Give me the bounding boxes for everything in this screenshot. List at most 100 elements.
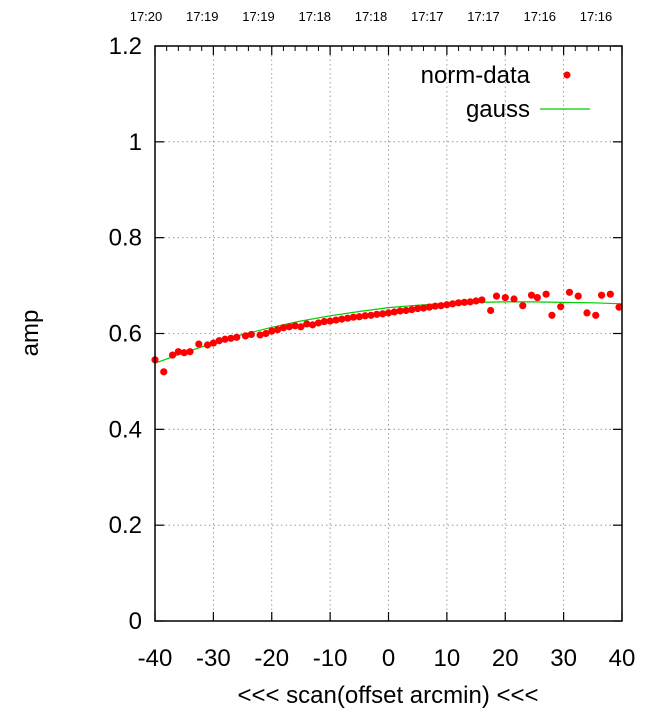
data-point — [256, 331, 264, 339]
y-tick-label: 0.2 — [109, 512, 142, 539]
data-point — [419, 304, 428, 312]
data-point — [472, 297, 480, 305]
y-axis-title: amp — [17, 310, 44, 357]
data-point — [309, 321, 317, 329]
data-point — [195, 340, 203, 348]
data-point — [460, 298, 468, 306]
data-point — [355, 313, 363, 321]
y-tick-label: 1 — [129, 129, 142, 156]
data-point — [326, 317, 334, 325]
grid — [155, 46, 622, 621]
data-point — [174, 348, 182, 356]
data-point — [361, 312, 369, 320]
data-point — [338, 315, 346, 323]
data-point — [548, 311, 556, 319]
data-point — [492, 292, 501, 300]
norm-data-series — [151, 288, 623, 376]
data-point — [402, 306, 410, 315]
data-point — [332, 316, 340, 324]
data-point — [379, 310, 387, 318]
data-point — [203, 341, 212, 349]
legend-marker-norm-data — [563, 71, 571, 79]
top-time-label: 17:20 — [130, 9, 163, 24]
legend: norm-data gauss — [421, 62, 590, 123]
data-point — [414, 304, 422, 313]
data-point — [344, 314, 352, 322]
data-point — [209, 339, 217, 347]
data-point — [285, 323, 293, 331]
top-time-label: 17:16 — [580, 9, 613, 24]
data-point — [606, 290, 614, 298]
data-point — [466, 298, 474, 306]
x-tick-label: 10 — [434, 645, 461, 672]
data-point — [542, 290, 550, 298]
x-tick-label: -40 — [138, 645, 173, 672]
data-point — [533, 293, 541, 302]
data-point — [519, 302, 527, 310]
data-point — [390, 308, 398, 316]
x-tick-label: 20 — [492, 645, 519, 672]
data-point — [215, 337, 223, 345]
x-tick-label: 0 — [382, 645, 395, 672]
y-tick-label: 1.2 — [109, 33, 142, 60]
data-point — [592, 311, 600, 319]
y-tick-label: 0 — [129, 608, 142, 635]
data-point — [574, 292, 582, 300]
top-time-axis: 17:20 17:19 17:19 17:18 17:18 17:17 17:17 17:16… — [130, 9, 613, 24]
top-time-label: 17:19 — [242, 9, 275, 24]
top-time-label: 17:17 — [467, 9, 500, 24]
data-point — [247, 330, 255, 339]
axis-ticks: -40 -30 -20 -10 0 10 20 30 40 0 0.2 0.4 0.6 0.8 1 1.2 — [109, 33, 636, 672]
data-point — [291, 322, 299, 330]
data-point — [396, 307, 404, 315]
data-point — [437, 302, 445, 310]
data-point — [314, 319, 323, 327]
data-point — [303, 320, 311, 328]
data-point — [454, 299, 463, 307]
data-point — [168, 351, 177, 359]
y-tick-label: 0.4 — [109, 416, 142, 443]
legend-label-gauss: gauss — [466, 96, 530, 123]
x-tick-label: -20 — [254, 645, 289, 672]
data-point — [233, 333, 241, 341]
top-time-label: 17:19 — [186, 9, 219, 24]
x-axis-title: <<< scan(offset arcmin) <<< — [237, 682, 538, 709]
data-point — [279, 324, 288, 332]
data-point — [443, 301, 451, 309]
data-point — [557, 303, 565, 311]
data-point — [273, 326, 282, 334]
y-tick-label: 0.8 — [109, 225, 142, 252]
x-tick-label: 40 — [609, 645, 636, 672]
data-point — [180, 349, 188, 357]
data-point — [241, 332, 250, 340]
data-point — [510, 295, 518, 303]
data-point — [268, 327, 276, 335]
data-point — [221, 335, 229, 343]
data-point — [615, 303, 623, 311]
data-point — [449, 300, 457, 308]
data-point — [160, 368, 168, 376]
data-point — [478, 296, 486, 304]
top-time-label: 17:18 — [298, 9, 331, 24]
data-point — [431, 302, 439, 310]
x-tick-label: -10 — [313, 645, 348, 672]
top-time-label: 17:16 — [523, 9, 556, 24]
data-point — [227, 334, 235, 342]
data-point — [487, 306, 495, 315]
data-point — [501, 293, 509, 302]
data-point — [408, 305, 416, 314]
data-point — [367, 311, 375, 319]
data-point — [373, 310, 381, 318]
data-point — [320, 317, 328, 326]
y-tick-label: 0.6 — [109, 321, 142, 348]
data-point — [597, 291, 606, 299]
x-tick-label: -30 — [196, 645, 231, 672]
data-point — [186, 348, 194, 356]
legend-label-norm-data: norm-data — [421, 62, 531, 89]
data-point — [349, 313, 358, 321]
top-time-label: 17:17 — [411, 9, 444, 24]
data-point — [565, 288, 574, 296]
data-point — [583, 309, 591, 317]
top-time-label: 17:18 — [355, 9, 388, 24]
